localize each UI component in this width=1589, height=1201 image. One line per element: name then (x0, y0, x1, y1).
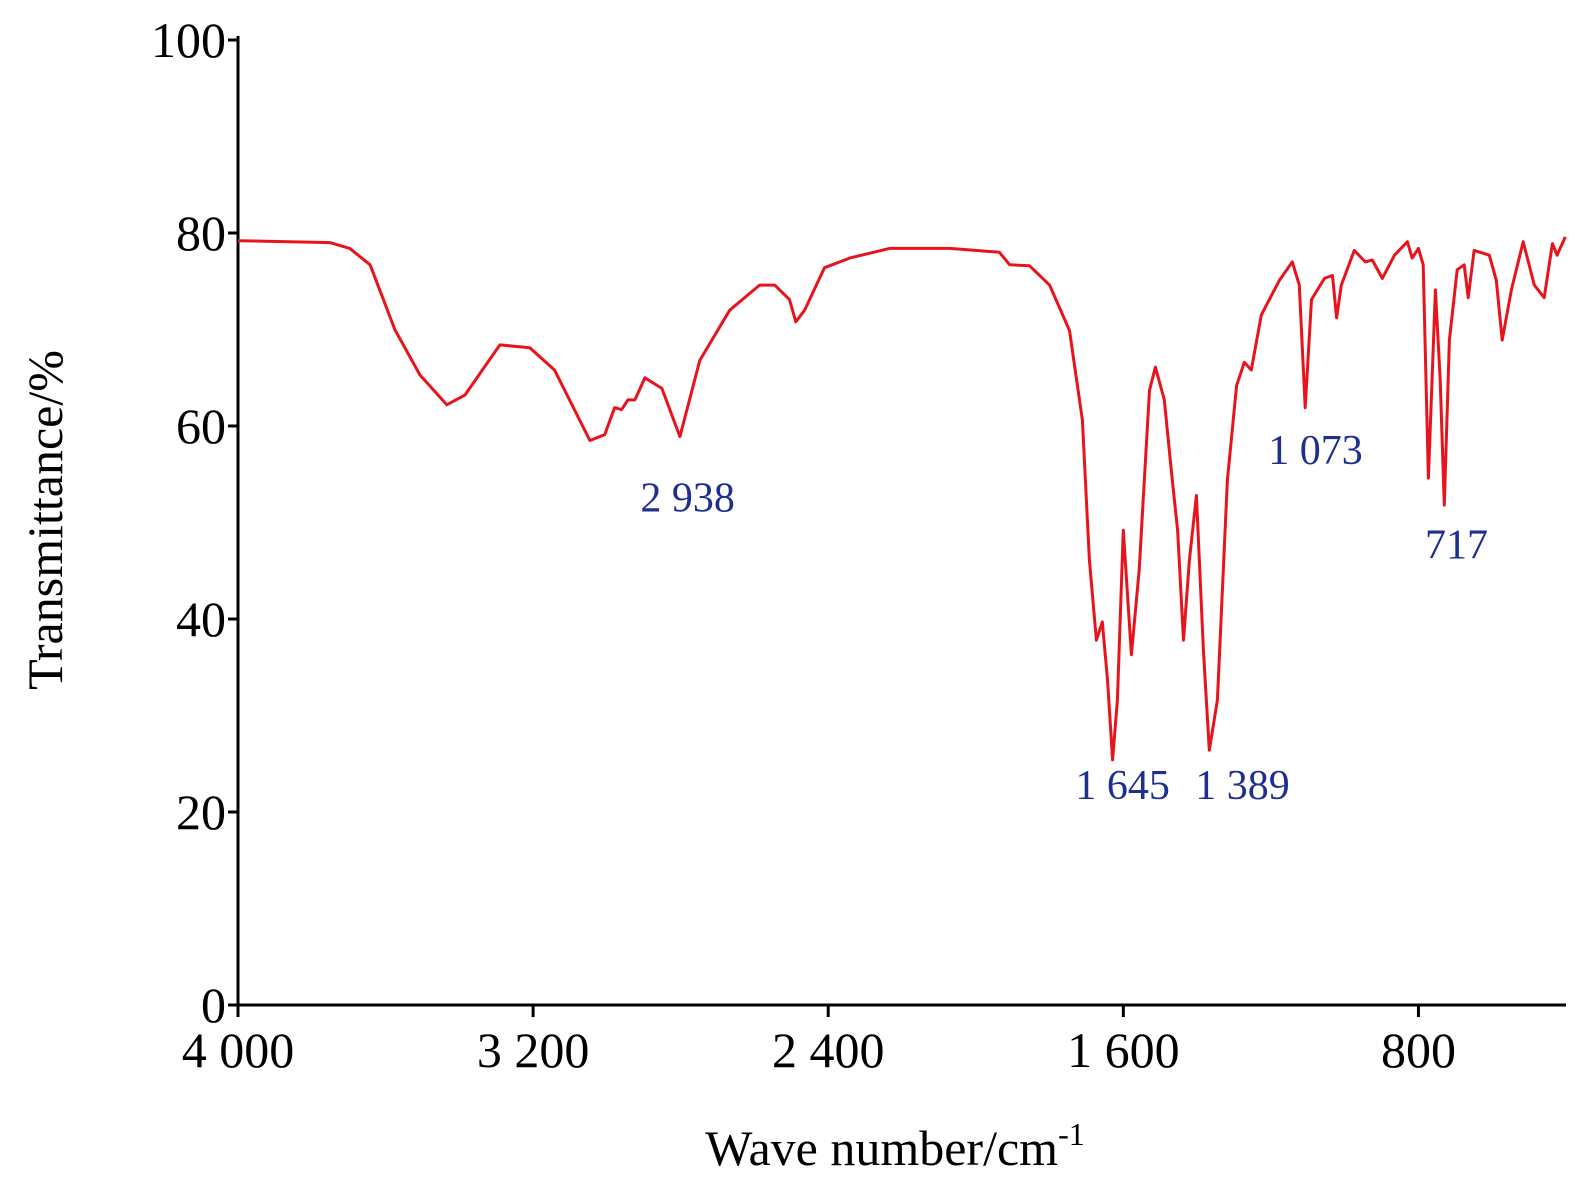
x-axis-title-sup: -1 (1058, 1116, 1085, 1152)
ticks: 0 20 40 60 80 100 4 000 3 200 2 400 1 600 800 (151, 12, 1456, 1078)
x-tick-label: 800 (1381, 1022, 1456, 1078)
y-tick-label: 20 (176, 784, 226, 840)
x-axis-title-main: Wave number/cm (705, 1120, 1058, 1176)
y-tick-label: 100 (151, 12, 226, 68)
axes (236, 36, 1566, 1007)
y-axis-title: Transmittance/% (17, 350, 73, 690)
y-tick-label: 60 (176, 398, 226, 454)
peak-label: 2 938 (640, 475, 735, 521)
y-tick-label: 40 (176, 591, 226, 647)
x-tick-label: 2 400 (772, 1022, 885, 1078)
peak-label: 1 389 (1195, 763, 1290, 809)
peak-label: 1 645 (1075, 763, 1170, 809)
peak-annotations: 2 938 1 645 1 389 1 073 717 (640, 428, 1488, 809)
x-tick-label: 3 200 (477, 1022, 590, 1078)
x-tick-label: 4 000 (182, 1022, 295, 1078)
peak-label: 1 073 (1268, 428, 1363, 474)
x-axis-title: Wave number/cm-1 (705, 1116, 1084, 1176)
spectrum-line (237, 236, 1567, 762)
x-tick-label: 1 600 (1067, 1022, 1180, 1078)
y-tick-label: 80 (176, 205, 226, 261)
peak-label: 717 (1425, 523, 1488, 569)
y-tick-label: 0 (201, 977, 226, 1033)
